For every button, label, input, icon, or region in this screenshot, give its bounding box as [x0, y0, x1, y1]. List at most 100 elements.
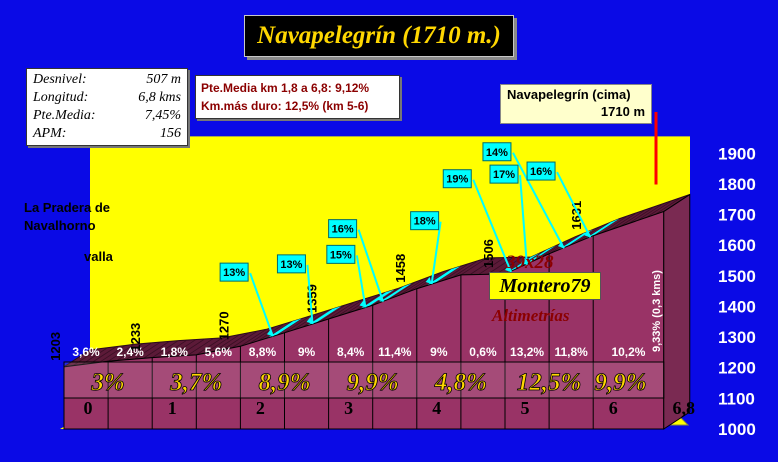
profile-hatch: [72, 348, 100, 367]
ramp-label: 15%: [330, 249, 352, 261]
profile-hatch: [645, 200, 673, 218]
profile-hatch: [443, 263, 470, 281]
y-tick-label: 1200: [718, 359, 756, 378]
x-tick-label: 5: [521, 398, 530, 418]
km-slope-band: [63, 361, 665, 399]
chart-title: Navapelegrín (1710 m.): [257, 22, 501, 49]
y-tick-label: 1100: [718, 389, 755, 408]
ramp-arrow: [519, 175, 528, 265]
ramp-label-box: [219, 262, 249, 282]
ramp-arrow: [357, 229, 385, 302]
stat-row-desnivel: Desnivel: 507 m: [33, 72, 183, 90]
ramp-label: 17%: [493, 169, 515, 181]
profile-side-face: [663, 193, 691, 430]
ramp-arrow: [306, 264, 314, 325]
ramp-arrowhead: [557, 241, 564, 249]
ramp-band: [359, 289, 395, 310]
y-tick-label: 1000: [718, 420, 756, 439]
credit-text: Altimetrías: [492, 306, 570, 325]
ramp-label: 18%: [414, 216, 436, 228]
profile-hatch: [328, 301, 355, 320]
profile-hatch: [637, 203, 664, 221]
profile-hatch: [107, 343, 135, 362]
hardest-km-line: Km.más duro: 12,5% (km 5-6): [201, 99, 369, 113]
stat-label: Longitud:: [33, 90, 89, 105]
profile-hatch: [151, 340, 179, 358]
stat-label: Pte.Media:: [33, 108, 96, 123]
ramp-arrow: [430, 221, 442, 285]
segment-slope-label: 11,4%: [378, 345, 412, 359]
profile-hatch: [99, 345, 126, 363]
stat-row-pte-media: Pte.Media: 7,45%: [33, 108, 183, 126]
ramp-label-box: [442, 169, 472, 189]
profile-hatch: [196, 337, 223, 356]
km-slope-label: 9,9%: [347, 369, 399, 396]
ramp-arrowhead: [520, 257, 527, 265]
stat-row-apm: APM: 156: [33, 126, 183, 144]
summit-altitude: 1710 m: [600, 104, 645, 119]
km-slope-label: 3%: [90, 369, 124, 396]
stat-value: 507 m: [146, 72, 181, 87]
segment-slope-label: 13,2%: [510, 345, 544, 359]
altitude-label: 1233: [128, 323, 143, 352]
x-tick-label: 4: [432, 398, 441, 418]
summit-box: Navapelegrín (cima) 1710 m: [500, 84, 652, 124]
ramp-arrowhead: [359, 300, 366, 308]
profile-hatch: [293, 312, 320, 331]
ramp-band: [505, 252, 540, 275]
ramp-label-box: [482, 142, 512, 162]
ramp-band: [266, 318, 302, 339]
ramp-arrowhead: [425, 276, 432, 284]
ramp-label-box: [328, 219, 358, 239]
ramp-arrowhead: [584, 230, 591, 238]
start-label-line1: La Pradera de: [24, 200, 110, 215]
segment-slope-label: 0,6%: [469, 345, 497, 359]
segment-slope-label: 9%: [430, 345, 448, 359]
profile-hatch: [451, 260, 479, 279]
profile-hatch: [134, 341, 161, 360]
stat-value: 6,8 kms: [138, 90, 181, 105]
ramp-label: 13%: [223, 267, 245, 279]
ramp-label-box: [410, 211, 440, 231]
profile-hatch: [116, 343, 144, 361]
profile-hatch: [346, 296, 373, 314]
altitude-label: 1270: [216, 311, 231, 340]
stat-value: 7,45%: [144, 108, 181, 123]
profile-hatch: [610, 212, 638, 231]
ramp-label: 14%: [486, 147, 508, 159]
altitude-label: 1203: [48, 332, 63, 361]
average-slope-line: Pte.Media km 1,8 a 6,8: 9,12%: [201, 81, 370, 95]
profile-hatch: [398, 277, 426, 296]
ramp-label: 19%: [446, 174, 468, 186]
km-slope-label: 3,7%: [169, 369, 222, 396]
profile-hatch: [354, 293, 382, 312]
segment-slope-label: 2,4%: [116, 345, 144, 359]
profile-hatch: [240, 328, 267, 347]
ramp-band: [377, 283, 412, 304]
ramp-arrow: [249, 272, 274, 337]
ramp-arrowhead: [505, 265, 511, 273]
profile-hatch: [231, 330, 258, 349]
credit-code: 39x28: [506, 252, 554, 273]
ramp-label: 13%: [280, 259, 302, 271]
profile-hatch: [654, 197, 682, 215]
chart-title-box: Navapelegrín (1710 m.): [244, 15, 514, 57]
ramp-band: [520, 245, 556, 267]
segment-slope-label: 8,4%: [337, 345, 365, 359]
ramp-arrow: [472, 179, 512, 273]
profile-hatch: [90, 346, 117, 364]
stat-label: APM:: [33, 126, 67, 141]
profile-hatch: [460, 257, 488, 276]
stat-value: 156: [160, 126, 181, 141]
summit-name: Navapelegrín (cima): [507, 87, 631, 102]
profile-hatch: [169, 339, 197, 357]
ramp-band: [425, 266, 461, 286]
y-tick-label: 1600: [718, 236, 756, 255]
x-tick-label: 6: [609, 398, 618, 418]
profile-hatch: [178, 338, 205, 357]
x-tick-label: 1: [168, 398, 177, 418]
profile-hatch: [390, 281, 417, 299]
altitude-label: 1506: [481, 239, 496, 268]
